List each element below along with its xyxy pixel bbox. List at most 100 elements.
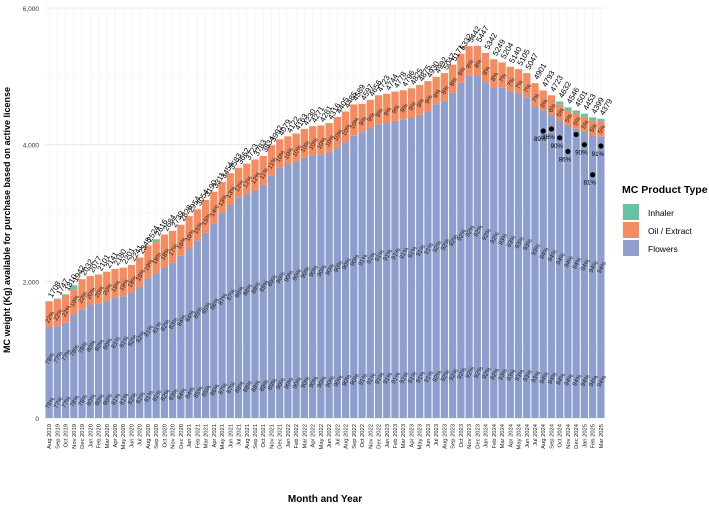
x-tick-label: Sep 2020 xyxy=(154,424,160,449)
bar-flowers xyxy=(350,135,358,419)
bar-oil-extract xyxy=(523,73,531,98)
x-tick-label: Nov 2023 xyxy=(467,424,473,449)
oil-pct-label: 7% xyxy=(523,82,534,94)
legend: MC Product Type Inhaler Oil / Extract Fl… xyxy=(622,184,708,256)
bar-oil-extract xyxy=(514,69,523,94)
x-tick-label: Oct 2023 xyxy=(459,424,465,448)
bar-inhaler xyxy=(564,107,572,111)
bar-oil-extract xyxy=(226,173,234,205)
bar-oil-extract xyxy=(531,83,539,107)
bar-oil-extract xyxy=(374,95,383,125)
x-tick-label: Nov 2021 xyxy=(269,424,275,449)
bar-oil-extract xyxy=(78,279,86,310)
bar-inhaler xyxy=(556,101,564,105)
bar-flowers xyxy=(119,296,127,418)
x-tick-label: Sep 2021 xyxy=(253,424,259,449)
bar-oil-extract xyxy=(317,125,325,155)
oil-pct-label: 9% xyxy=(391,103,402,115)
bar-oil-extract xyxy=(432,76,440,105)
oil-pct-label: 9% xyxy=(416,97,427,109)
x-tick-label: Aug 2023 xyxy=(442,424,448,449)
bar-flowers xyxy=(226,204,234,418)
bar-oil-extract xyxy=(251,159,259,191)
bar-oil-extract xyxy=(325,123,333,153)
bar-oil-extract xyxy=(177,224,185,256)
bars xyxy=(45,45,605,419)
bar-flowers xyxy=(276,167,284,418)
bar-inhaler xyxy=(53,298,61,300)
bar-oil-extract xyxy=(94,274,103,304)
x-tick-label: May 2021 xyxy=(220,424,226,449)
bar-oil-extract xyxy=(407,88,416,118)
data-point xyxy=(565,148,571,155)
bar-flowers xyxy=(127,292,136,418)
oil-pct-label: 9% xyxy=(407,100,418,112)
bar-inhaler xyxy=(580,113,589,117)
y-tick-label: 6,000 xyxy=(23,6,40,13)
x-tick-label: Oct 2020 xyxy=(162,424,168,448)
oil-pct-label: 6% xyxy=(539,98,550,110)
bar-oil-extract xyxy=(498,62,506,88)
x-tick-label: Mar 2020 xyxy=(105,424,111,449)
bar-flowers xyxy=(243,194,251,418)
bar-oil-extract xyxy=(481,52,490,83)
bar-flowers xyxy=(169,262,177,418)
data-point xyxy=(581,142,588,148)
bar-flowers xyxy=(45,326,53,418)
bar-oil-extract xyxy=(53,299,61,327)
oil-pct-label: 9% xyxy=(399,102,410,114)
x-tick-label: Feb 2023 xyxy=(393,424,399,449)
x-tick-label: Jun 2020 xyxy=(129,424,135,448)
bar-flowers xyxy=(580,131,589,418)
oil-pct-label: 5% xyxy=(580,119,591,131)
x-tick-label: Apr 2022 xyxy=(311,424,317,448)
axes: 0 2,000 4,000 6,000 Aug 2019 Sep 2019 Oct 2019… xyxy=(23,6,605,449)
bar-oil-extract xyxy=(597,121,605,137)
bar-oil-extract xyxy=(292,133,300,162)
bar-flowers xyxy=(374,124,383,419)
bar-flowers xyxy=(136,286,144,418)
bar-oil-extract xyxy=(366,99,374,129)
bar-flowers xyxy=(70,314,78,418)
x-tick-label: Mar 2024 xyxy=(500,423,506,448)
bar-oil-extract xyxy=(457,53,465,83)
x-tick-label: Jul 2023 xyxy=(434,424,440,446)
legend-swatch-oil-extract xyxy=(623,222,639,238)
bar-oil-extract xyxy=(383,93,391,124)
bar-flowers xyxy=(358,132,366,418)
x-tick-label: Dec 2020 xyxy=(179,424,185,449)
x-tick-label: Jan 2023 xyxy=(385,424,391,448)
bar-oil-extract xyxy=(424,81,432,112)
legend-label-flowers: Flowers xyxy=(648,244,678,254)
x-tick-label: Oct 2022 xyxy=(360,424,366,448)
bar-flowers xyxy=(160,267,169,418)
bar-flowers xyxy=(391,120,399,418)
bar-flowers xyxy=(481,82,490,419)
bar-inhaler xyxy=(572,110,580,114)
bar-flowers xyxy=(531,106,539,419)
bar-oil-extract xyxy=(465,46,473,76)
x-tick-label: May 2022 xyxy=(319,424,325,449)
x-tick-label: May 2024 xyxy=(517,423,523,449)
oil-pct-label: 8% xyxy=(473,58,484,70)
bar-oil-extract xyxy=(193,209,201,241)
x-tick-label: May 2020 xyxy=(121,424,127,449)
x-tick-label: Nov 2020 xyxy=(171,424,177,449)
bar-flowers xyxy=(185,248,193,418)
x-tick-label: May 2023 xyxy=(418,424,424,449)
bar-flowers xyxy=(144,278,152,418)
bar-flowers xyxy=(514,93,523,419)
x-tick-label: Aug 2019 xyxy=(47,424,53,449)
bar-flowers xyxy=(449,92,457,418)
legend-label-inhaler: Inhaler xyxy=(648,208,674,218)
x-tick-label: Jun 2024 xyxy=(525,423,531,448)
bar-flowers xyxy=(259,184,267,418)
x-tick-label: Apr 2023 xyxy=(409,424,415,448)
x-tick-label: Oct 2024 xyxy=(558,423,564,447)
oil-pct-label: 8% xyxy=(432,88,443,100)
x-tick-label: Jul 2024 xyxy=(533,423,539,446)
bar-flowers xyxy=(78,309,86,418)
data-point xyxy=(598,143,604,149)
bar-oil-extract xyxy=(399,90,407,120)
bar-oil-extract xyxy=(490,59,498,89)
